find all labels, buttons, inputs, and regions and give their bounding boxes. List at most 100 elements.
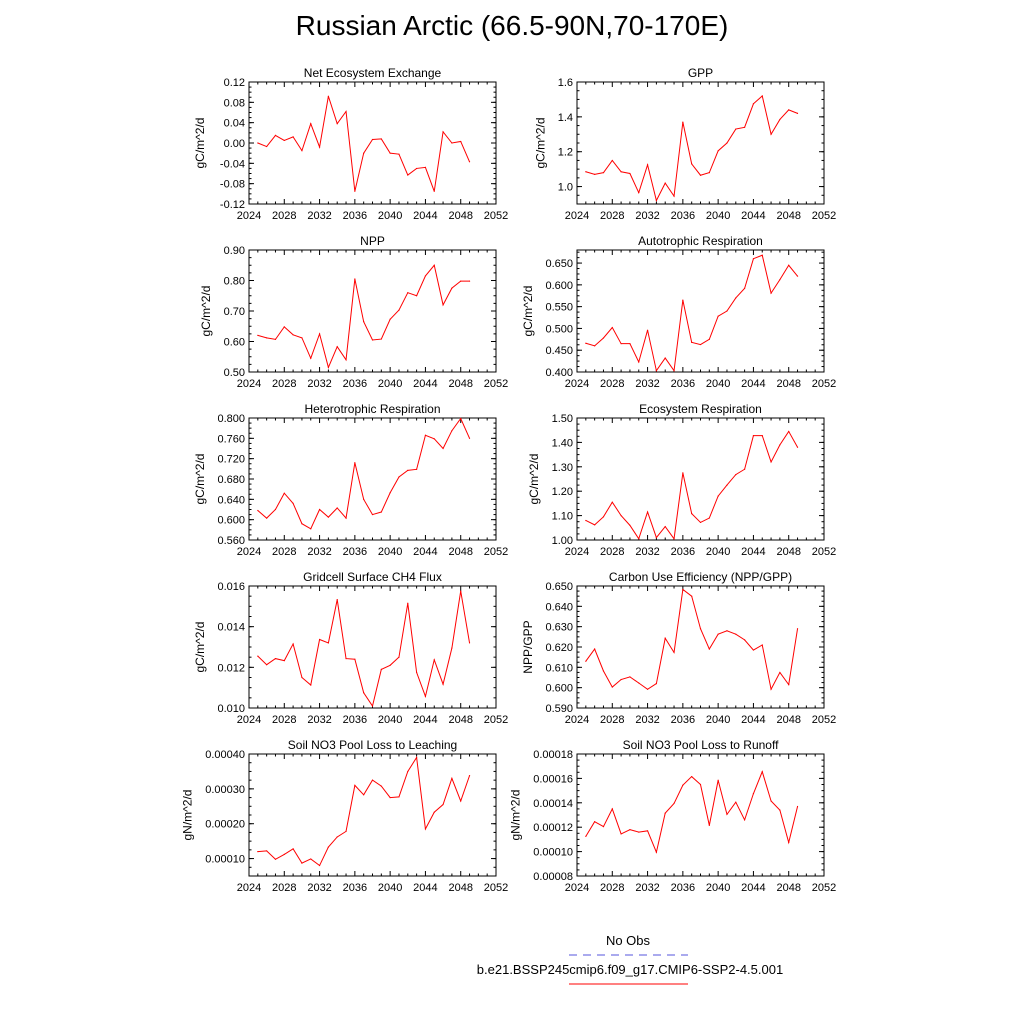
- data-point: [345, 657, 347, 660]
- data-point: [424, 828, 427, 830]
- data-point: [779, 279, 781, 281]
- data-point: [310, 528, 312, 530]
- y-tick-label: -0.12: [220, 199, 245, 211]
- data-point: [735, 128, 737, 130]
- data-point: [664, 182, 666, 184]
- x-tick-label: 2048: [776, 210, 800, 222]
- data-point: [292, 502, 294, 504]
- data-point: [301, 862, 303, 864]
- chart-title: Soil NO3 Pool Loss to Leaching: [288, 738, 457, 752]
- x-tick-label: 2052: [812, 714, 836, 726]
- data-point: [620, 171, 622, 173]
- x-tick-label: 2036: [343, 210, 367, 222]
- data-point: [796, 112, 799, 114]
- x-tick-label: 2048: [448, 210, 472, 222]
- data-point: [433, 264, 435, 266]
- chart-panel-8: Carbon Use Efficiency (NPP/GPP) 2024 2028 2…: [521, 570, 836, 726]
- y-tick-label: 0.014: [217, 622, 245, 634]
- x-tick-label: 2040: [706, 882, 730, 894]
- x-tick-label: 2048: [448, 546, 472, 558]
- data-point: [585, 835, 587, 837]
- data-point: [611, 326, 613, 329]
- data-point: [433, 190, 435, 192]
- data-point: [796, 628, 799, 630]
- x-tick-label: 2032: [635, 378, 659, 390]
- x-tick-label: 2028: [272, 882, 296, 894]
- x-tick-label: 2044: [741, 714, 765, 726]
- data-point: [327, 516, 329, 518]
- data-point: [442, 131, 444, 133]
- data-point: [336, 599, 338, 601]
- data-point: [646, 511, 649, 513]
- y-axis-label: gC/m^2/d: [533, 118, 547, 169]
- data-point: [646, 329, 649, 331]
- data-point: [585, 660, 587, 662]
- data-point: [638, 831, 640, 833]
- y-tick-label: -0.08: [220, 179, 245, 191]
- x-tick-label: 2040: [378, 210, 402, 222]
- data-point: [788, 109, 790, 111]
- y-axis-label: gN/m^2/d: [509, 790, 523, 841]
- x-tick-label: 2036: [343, 714, 367, 726]
- x-tick-label: 2052: [812, 210, 836, 222]
- y-tick-label: 0.500: [545, 323, 573, 335]
- data-point: [310, 684, 312, 686]
- data-point: [717, 633, 719, 635]
- chart-title: Net Ecosystem Exchange: [304, 66, 442, 80]
- y-tick-label: 1.00: [552, 535, 573, 547]
- data-point: [327, 846, 329, 848]
- x-tick-label: 2048: [776, 546, 800, 558]
- y-tick-label: 1.20: [552, 486, 573, 498]
- data-point: [735, 474, 737, 476]
- data-point: [735, 633, 737, 635]
- y-tick-label: -0.04: [220, 158, 245, 170]
- data-point: [371, 705, 374, 707]
- data-point: [389, 664, 391, 666]
- data-point: [327, 642, 329, 644]
- y-tick-label: 0.590: [545, 703, 573, 715]
- data-point: [274, 858, 277, 860]
- data-point: [646, 164, 649, 166]
- y-tick-label: 0.00: [224, 138, 245, 150]
- data-point: [708, 517, 710, 519]
- data-point: [301, 523, 303, 525]
- data-point: [629, 343, 631, 345]
- data-point: [292, 643, 294, 645]
- x-tick-label: 2044: [741, 882, 765, 894]
- data-point: [292, 136, 294, 138]
- data-point: [389, 152, 391, 154]
- data-point: [602, 670, 605, 672]
- data-point: [708, 172, 710, 174]
- data-point: [345, 517, 347, 519]
- chart-title: Ecosystem Respiration: [639, 402, 762, 416]
- data-point: [691, 513, 693, 515]
- x-tick-label: 2040: [706, 546, 730, 558]
- chart-panel-2: GPP 2024 2028 2032 2036 2040 2044 2048 2052 1.0 1.…: [533, 66, 836, 222]
- y-tick-label: 0.620: [545, 642, 573, 654]
- data-point: [416, 756, 418, 759]
- x-tick-label: 2036: [671, 546, 695, 558]
- x-tick-label: 2032: [635, 714, 659, 726]
- data-point: [416, 167, 418, 170]
- x-tick-label: 2040: [378, 882, 402, 894]
- y-tick-label: 0.610: [545, 662, 573, 674]
- data-point: [673, 195, 675, 197]
- x-tick-label: 2044: [413, 882, 437, 894]
- data-point: [664, 357, 666, 359]
- chart-title: Gridcell Surface CH4 Flux: [303, 570, 442, 584]
- x-tick-label: 2032: [307, 546, 331, 558]
- data-point: [433, 811, 435, 813]
- y-tick-label: 0.00040: [205, 749, 245, 761]
- data-point: [788, 430, 790, 433]
- data-point: [398, 656, 400, 658]
- chart-panel-4: Autotrophic Respiration 2024 2028 2032 2036 2…: [521, 234, 836, 390]
- data-point: [398, 476, 400, 478]
- y-tick-label: 0.90: [224, 245, 245, 257]
- data-point: [407, 770, 409, 773]
- x-tick-label: 2052: [484, 882, 508, 894]
- data-point: [708, 648, 710, 650]
- data-point: [708, 824, 710, 826]
- x-tick-label: 2028: [272, 546, 296, 558]
- data-point: [460, 590, 462, 592]
- data-point: [691, 775, 693, 778]
